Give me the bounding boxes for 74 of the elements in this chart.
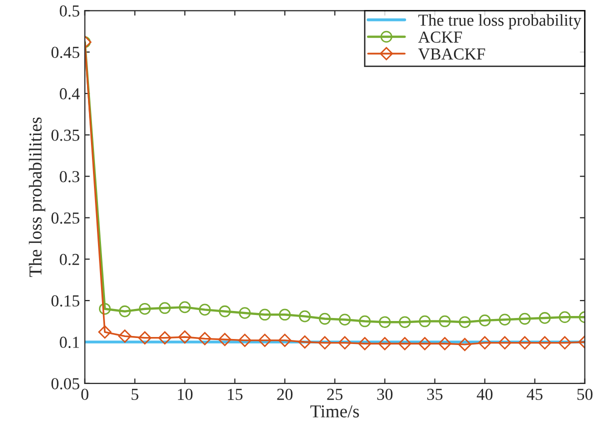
y-tick-label: 0.4 xyxy=(60,88,80,100)
point xyxy=(418,337,432,350)
point xyxy=(118,330,132,343)
point xyxy=(478,314,491,326)
y-tick-label: 0.05 xyxy=(51,378,80,390)
point xyxy=(218,332,232,346)
point xyxy=(138,331,152,344)
x-tick-label: 40 xyxy=(476,388,492,400)
point xyxy=(538,336,552,350)
point xyxy=(158,302,171,314)
y-axis-title: The loss probablilities xyxy=(28,117,46,277)
legend-label: ACKF xyxy=(418,32,462,43)
point xyxy=(278,308,291,321)
point xyxy=(498,336,512,350)
point xyxy=(118,305,131,318)
x-tick-label: 20 xyxy=(277,388,293,400)
point xyxy=(298,310,311,322)
x-tick-label: 50 xyxy=(577,388,592,400)
point xyxy=(178,330,192,344)
point xyxy=(358,315,371,328)
point xyxy=(338,336,352,350)
point xyxy=(298,335,312,349)
x-tick-label: 25 xyxy=(327,388,342,400)
point xyxy=(218,305,231,318)
point xyxy=(398,316,411,328)
point xyxy=(418,315,431,328)
point xyxy=(258,334,272,347)
point xyxy=(278,334,292,347)
y-tick-label: 0.35 xyxy=(51,130,80,141)
point xyxy=(138,302,151,315)
point xyxy=(458,316,471,328)
legend-label: The true loss probability xyxy=(418,14,582,30)
point xyxy=(478,336,492,350)
point xyxy=(378,337,392,350)
point xyxy=(98,302,111,315)
point xyxy=(458,338,472,352)
point xyxy=(558,336,572,350)
point xyxy=(378,316,391,328)
x-axis-title: Time/s xyxy=(310,405,359,418)
point xyxy=(518,336,532,350)
point xyxy=(238,334,252,347)
y-tick-label: 0.3 xyxy=(60,171,80,182)
y-tick-label: 0.45 xyxy=(51,46,80,58)
x-tick-label: 10 xyxy=(178,388,193,400)
point xyxy=(318,312,331,325)
point xyxy=(438,337,452,350)
point xyxy=(518,312,531,325)
legend-label: VBACKF xyxy=(418,48,486,60)
point xyxy=(238,307,251,319)
point xyxy=(538,312,551,324)
point xyxy=(318,336,332,350)
y-tick-label: 0.5 xyxy=(60,5,80,17)
x-tick-label: 30 xyxy=(377,388,393,400)
point xyxy=(438,315,451,328)
x-tick-label: 15 xyxy=(228,388,243,400)
point xyxy=(338,314,351,326)
point xyxy=(558,311,571,324)
y-tick-label: 0.1 xyxy=(60,336,79,348)
point xyxy=(258,308,271,321)
point xyxy=(98,325,112,339)
x-tick-label: 0 xyxy=(81,388,88,400)
y-tick-label: 0.15 xyxy=(51,295,80,307)
x-tick-label: 5 xyxy=(132,388,138,400)
point xyxy=(358,337,372,350)
x-tick-label: 45 xyxy=(526,388,542,400)
y-tick-label: 0.2 xyxy=(60,254,80,266)
x-tick-label: 35 xyxy=(427,388,442,400)
point xyxy=(158,331,172,344)
point xyxy=(198,304,211,316)
point xyxy=(398,337,412,350)
point xyxy=(198,332,212,346)
y-tick-label: 0.25 xyxy=(51,212,80,224)
point xyxy=(178,301,191,314)
point xyxy=(498,314,511,326)
